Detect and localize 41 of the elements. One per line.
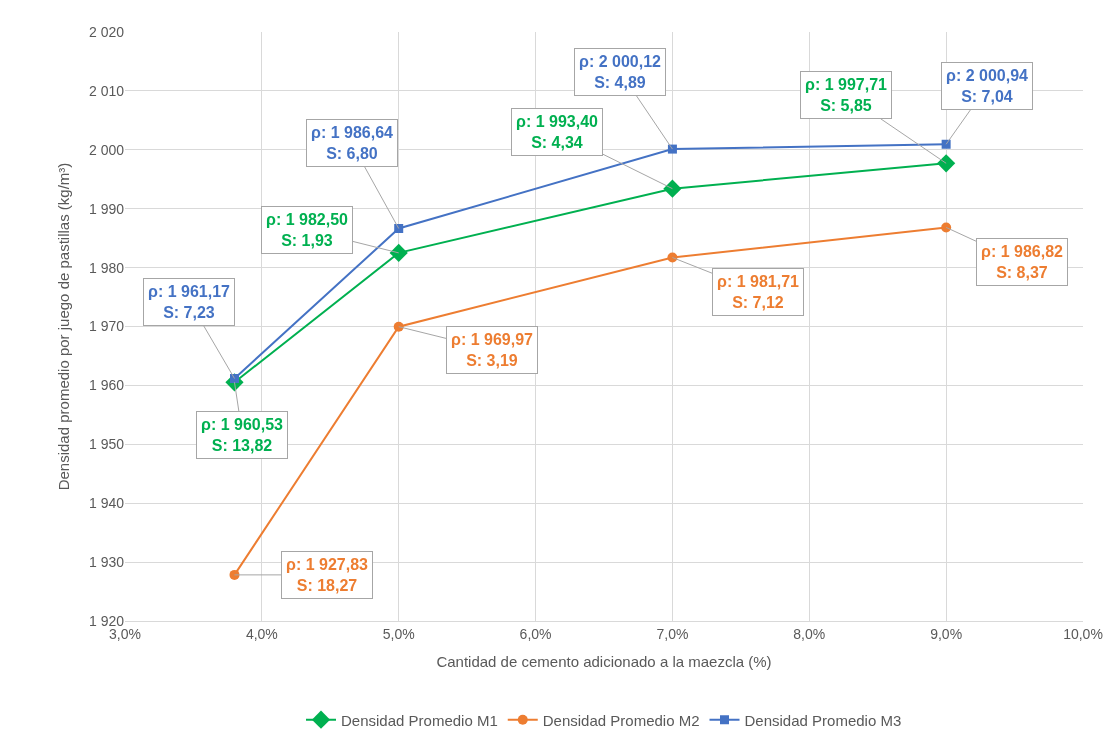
x-tick-label: 8,0% bbox=[793, 625, 826, 642]
annotation: ρ: 1 982,50 S: 1,93 bbox=[266, 211, 349, 249]
y-tick-label: 2 010 bbox=[88, 82, 125, 99]
x-tick-label: 5,0% bbox=[382, 625, 415, 642]
point bbox=[389, 243, 408, 262]
point bbox=[937, 154, 956, 173]
y-tick-label: 1 970 bbox=[88, 318, 125, 335]
point bbox=[663, 179, 682, 198]
point bbox=[394, 223, 404, 233]
annotation: ρ: 1 961,17 S: 7,23 bbox=[148, 283, 231, 321]
y-tick-label: 1 940 bbox=[88, 495, 125, 512]
y-tick-label: 1 960 bbox=[88, 377, 125, 394]
y-tick-label: 1 980 bbox=[88, 259, 125, 276]
x-tick-label: 6,0% bbox=[519, 625, 552, 642]
x-tick-label: 4,0% bbox=[245, 625, 278, 642]
y-tick-label: 1 930 bbox=[88, 554, 125, 570]
y-tick-label: 2 000 bbox=[88, 141, 125, 158]
annotation: ρ: 1 960,53 S: 13,82 bbox=[201, 416, 284, 454]
point bbox=[941, 139, 951, 149]
y-axis-title: Densidad promedio por juego de pastillas (kg/m³) bbox=[55, 162, 73, 491]
x-tick-label: 10,0% bbox=[1063, 625, 1103, 642]
point bbox=[941, 222, 952, 233]
y-tick-label: 1 950 bbox=[88, 436, 125, 453]
annotation: ρ: 1 986,82 S: 8,37 bbox=[981, 243, 1064, 281]
legend-label: Densidad Promedio M2 bbox=[542, 711, 700, 729]
annotation: ρ: 2 000,94 S: 7,04 bbox=[946, 67, 1029, 105]
annotation: ρ: 1 993,40 S: 4,34 bbox=[516, 113, 599, 151]
y-tick-label: 2 020 bbox=[88, 23, 125, 40]
x-tick-label: 7,0% bbox=[656, 625, 689, 642]
x-tick-label: 9,0% bbox=[930, 625, 963, 642]
x-axis-title: Cantidad de cemento adicionado a la maezcla (%) bbox=[436, 652, 772, 670]
annotation: ρ: 2 000,12 S: 4,89 bbox=[579, 53, 662, 91]
annotation: ρ: 1 969,97 S: 3,19 bbox=[451, 331, 534, 369]
annotation: ρ: 1 927,83 S: 18,27 bbox=[286, 556, 369, 594]
annotation: ρ: 1 986,64 S: 6,80 bbox=[311, 124, 394, 162]
point bbox=[667, 144, 677, 154]
legend-label: Densidad Promedio M1 bbox=[341, 711, 498, 729]
annotation: ρ: 1 981,71 S: 7,12 bbox=[717, 273, 800, 311]
y-tick-label: 1 990 bbox=[88, 200, 125, 217]
legend-label: Densidad Promedio M3 bbox=[744, 711, 902, 729]
annotation: ρ: 1 997,71 S: 5,85 bbox=[805, 76, 888, 114]
